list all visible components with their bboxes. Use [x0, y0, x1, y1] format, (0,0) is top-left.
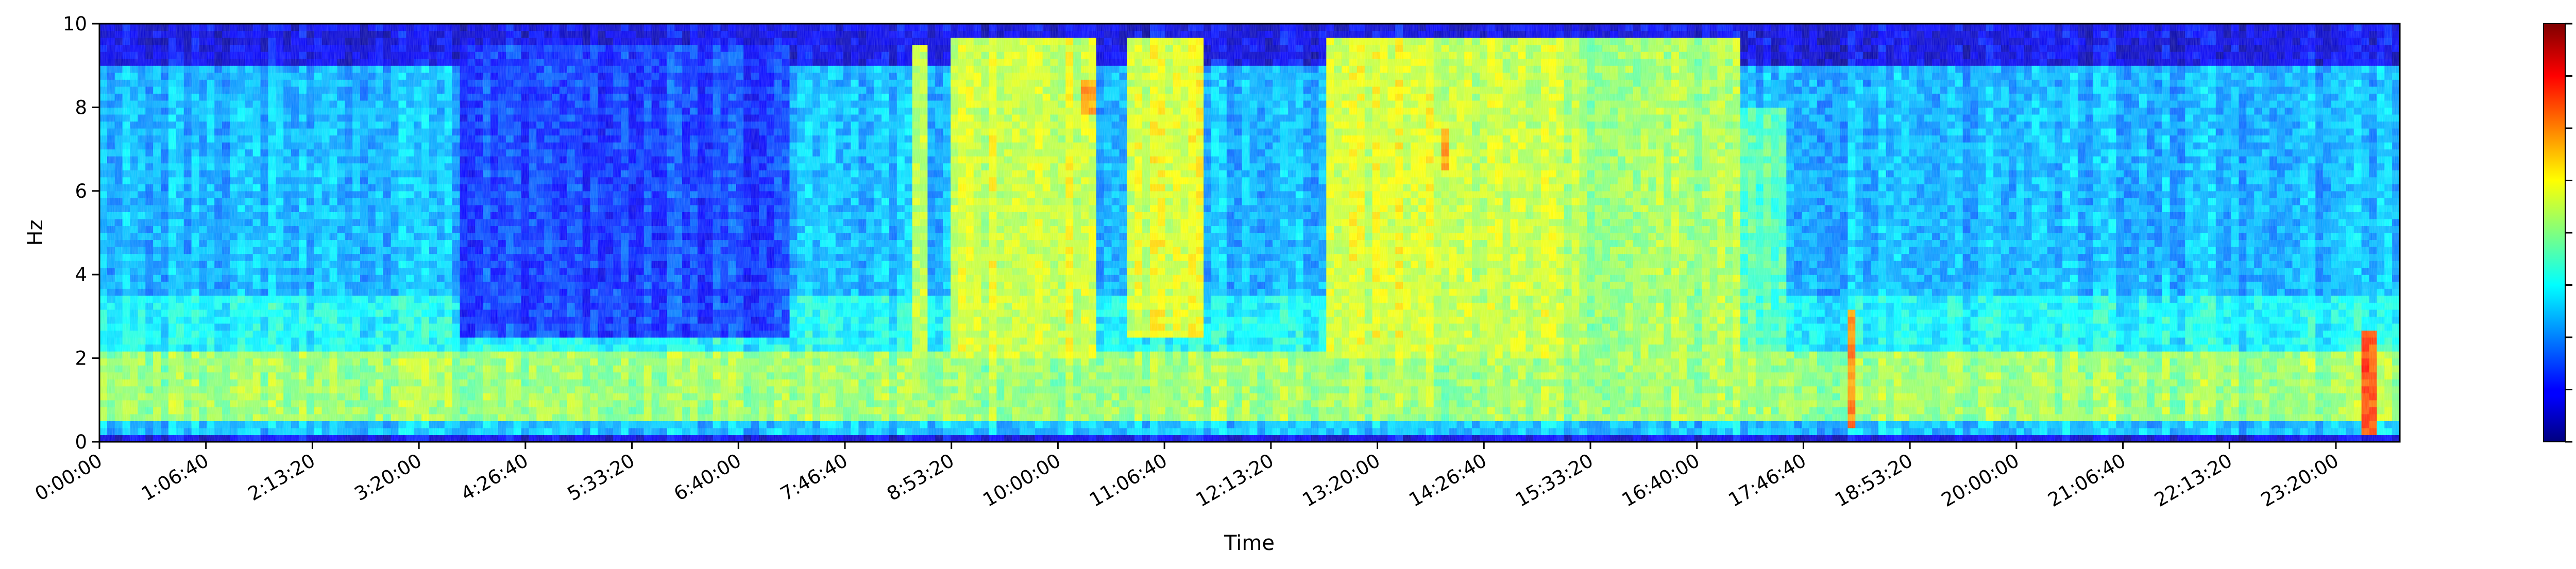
spectrogram-plot-area [98, 23, 2401, 443]
